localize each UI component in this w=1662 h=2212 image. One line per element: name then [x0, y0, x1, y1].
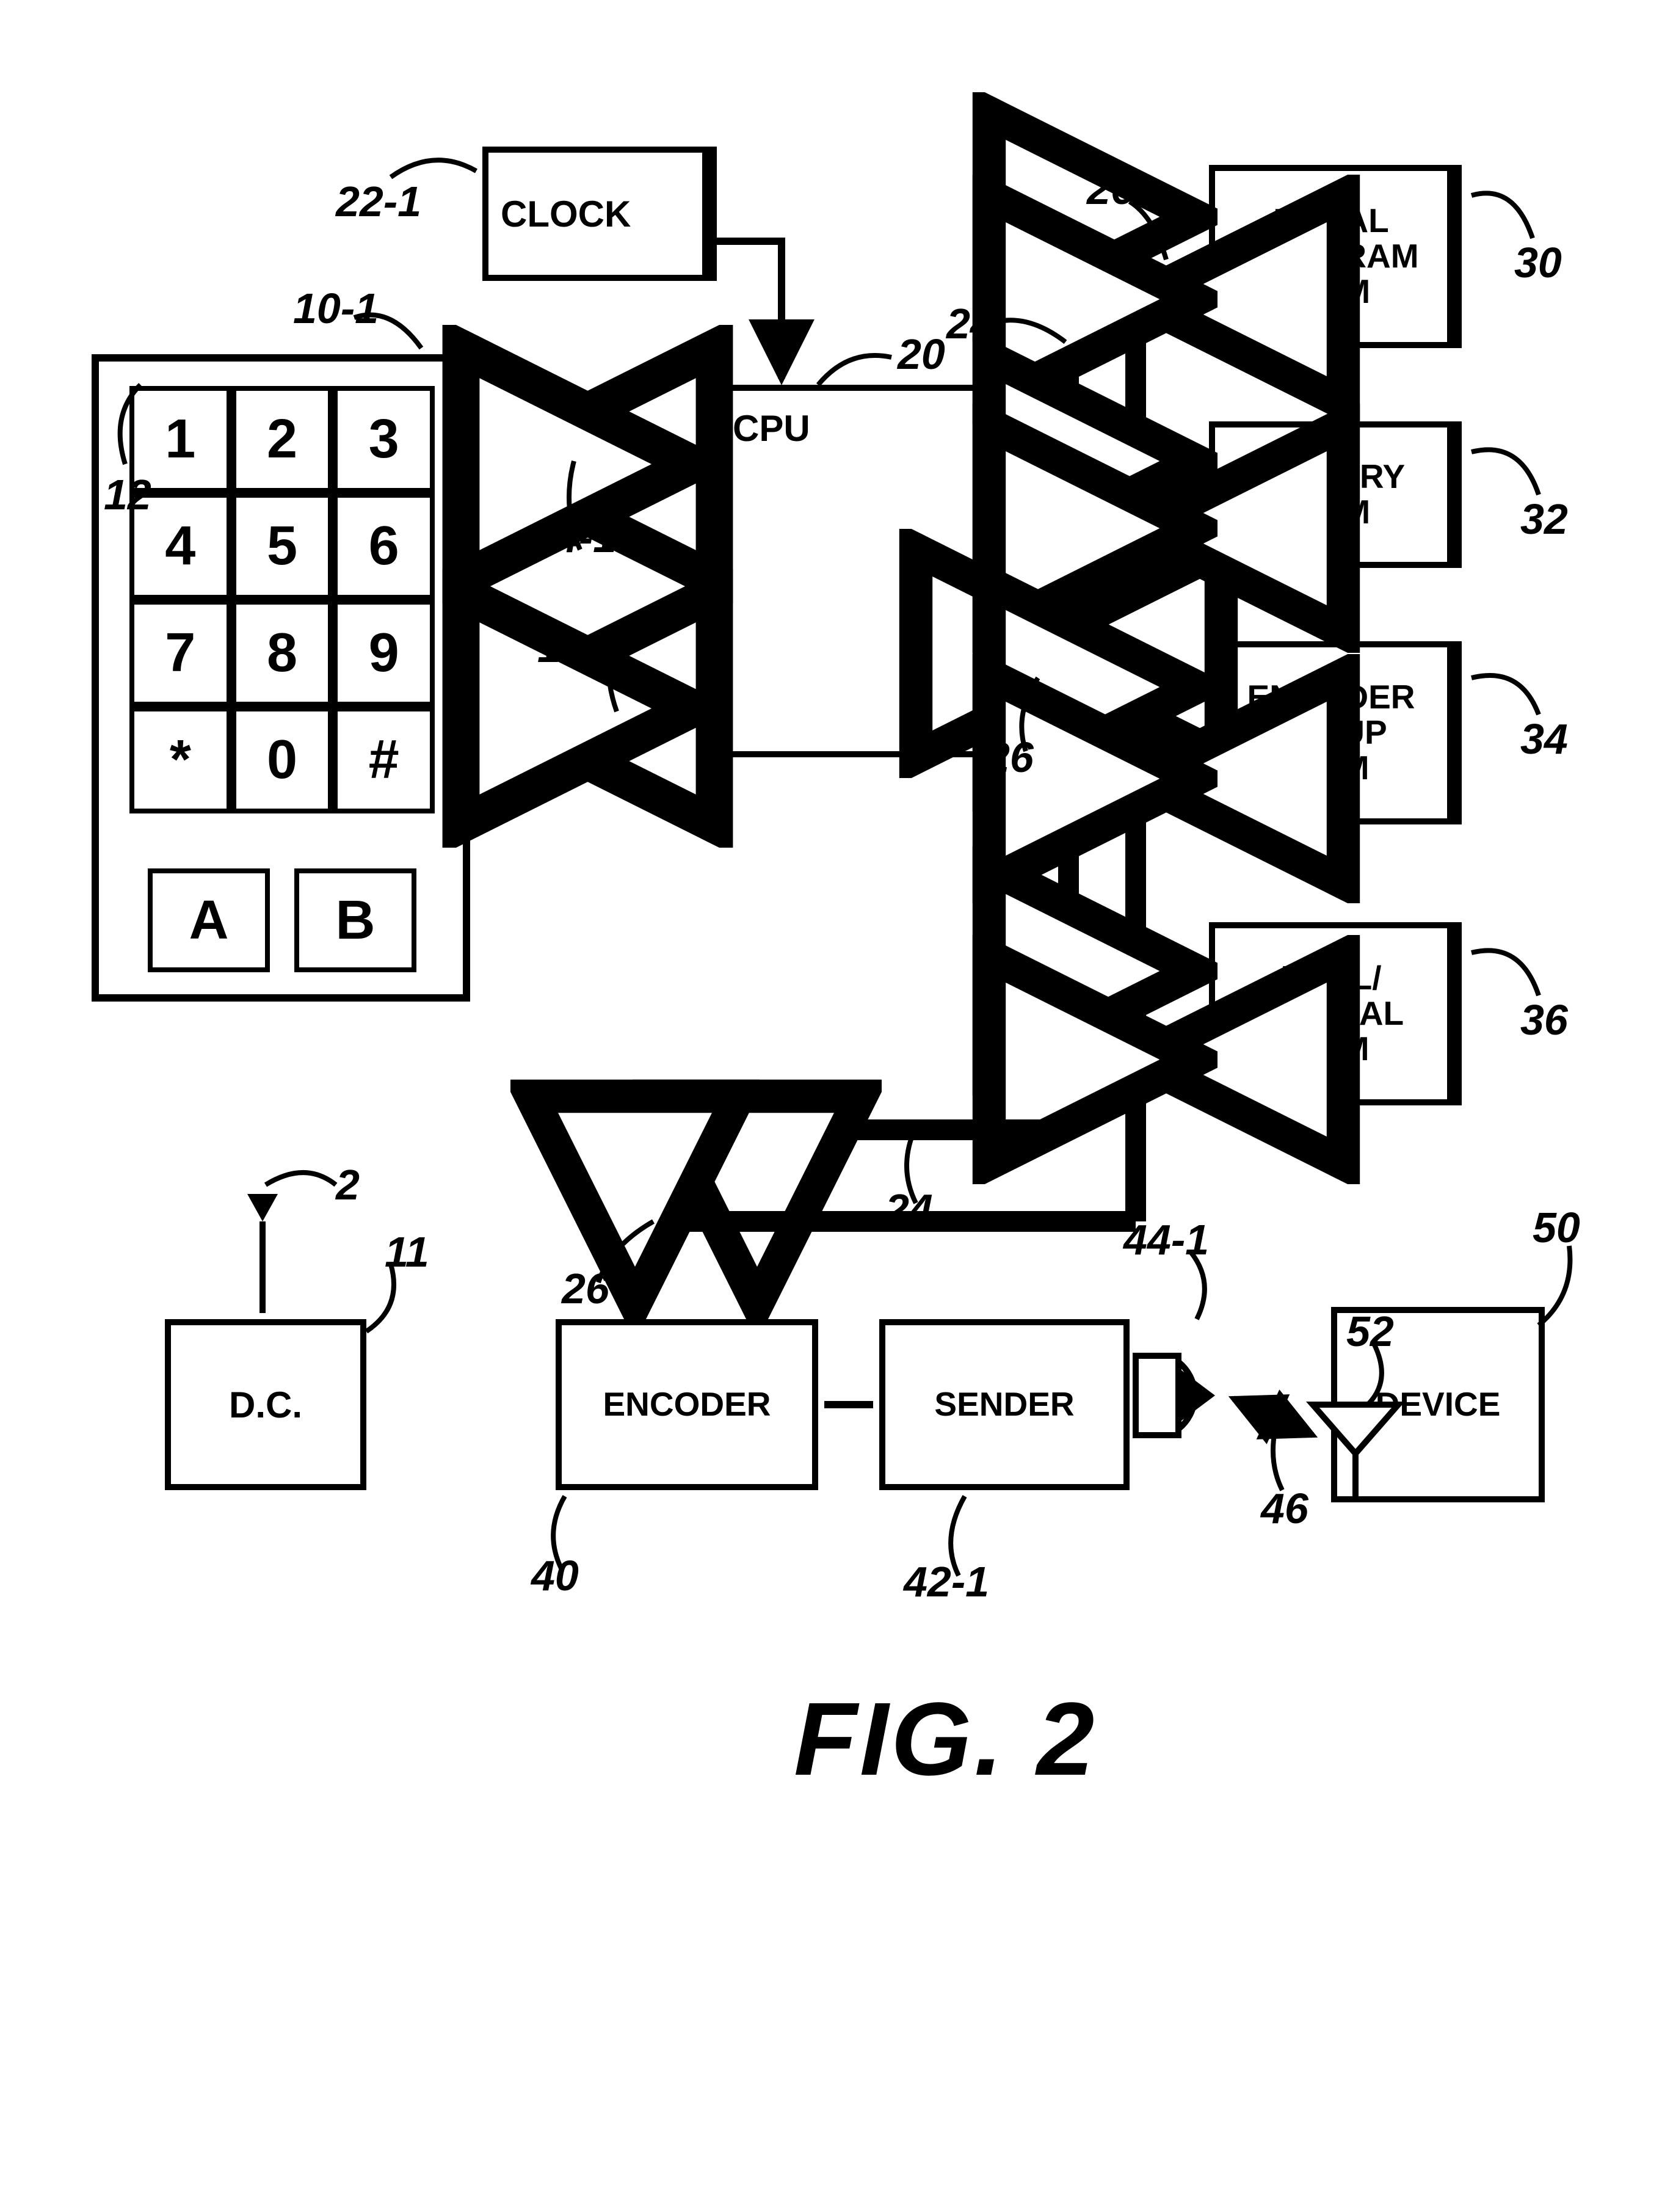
ref-52: 52	[1346, 1307, 1394, 1356]
figure-label: FIG. 2	[794, 1679, 1097, 1799]
ref-32: 32	[1520, 495, 1568, 544]
ref-14-2: 14-2	[537, 623, 623, 672]
ref-44-1: 44-1	[1123, 1215, 1209, 1264]
ref-40: 40	[531, 1551, 579, 1600]
ref-2: 2	[336, 1160, 360, 1209]
ref-42-1: 42-1	[904, 1557, 989, 1606]
ref-10-1: 10-1	[293, 284, 379, 333]
ref-12: 12	[104, 470, 151, 519]
ref-34: 34	[1520, 715, 1568, 763]
ref-20: 20	[898, 330, 945, 379]
ref-22-1: 22-1	[336, 177, 421, 226]
ref-14-1: 14-1	[531, 513, 617, 562]
ref-46: 46	[1261, 1484, 1308, 1533]
ref-26c: 26	[562, 1264, 609, 1313]
ref-11: 11	[385, 1228, 429, 1276]
ref-26b: 26	[986, 733, 1034, 782]
ref-24: 24	[946, 299, 994, 348]
ref-30: 30	[1514, 238, 1562, 287]
ref-26: 26	[1087, 165, 1134, 214]
ref-50: 50	[1533, 1203, 1580, 1252]
ref-36: 36	[1520, 995, 1568, 1044]
ref-24b: 24	[885, 1185, 933, 1234]
